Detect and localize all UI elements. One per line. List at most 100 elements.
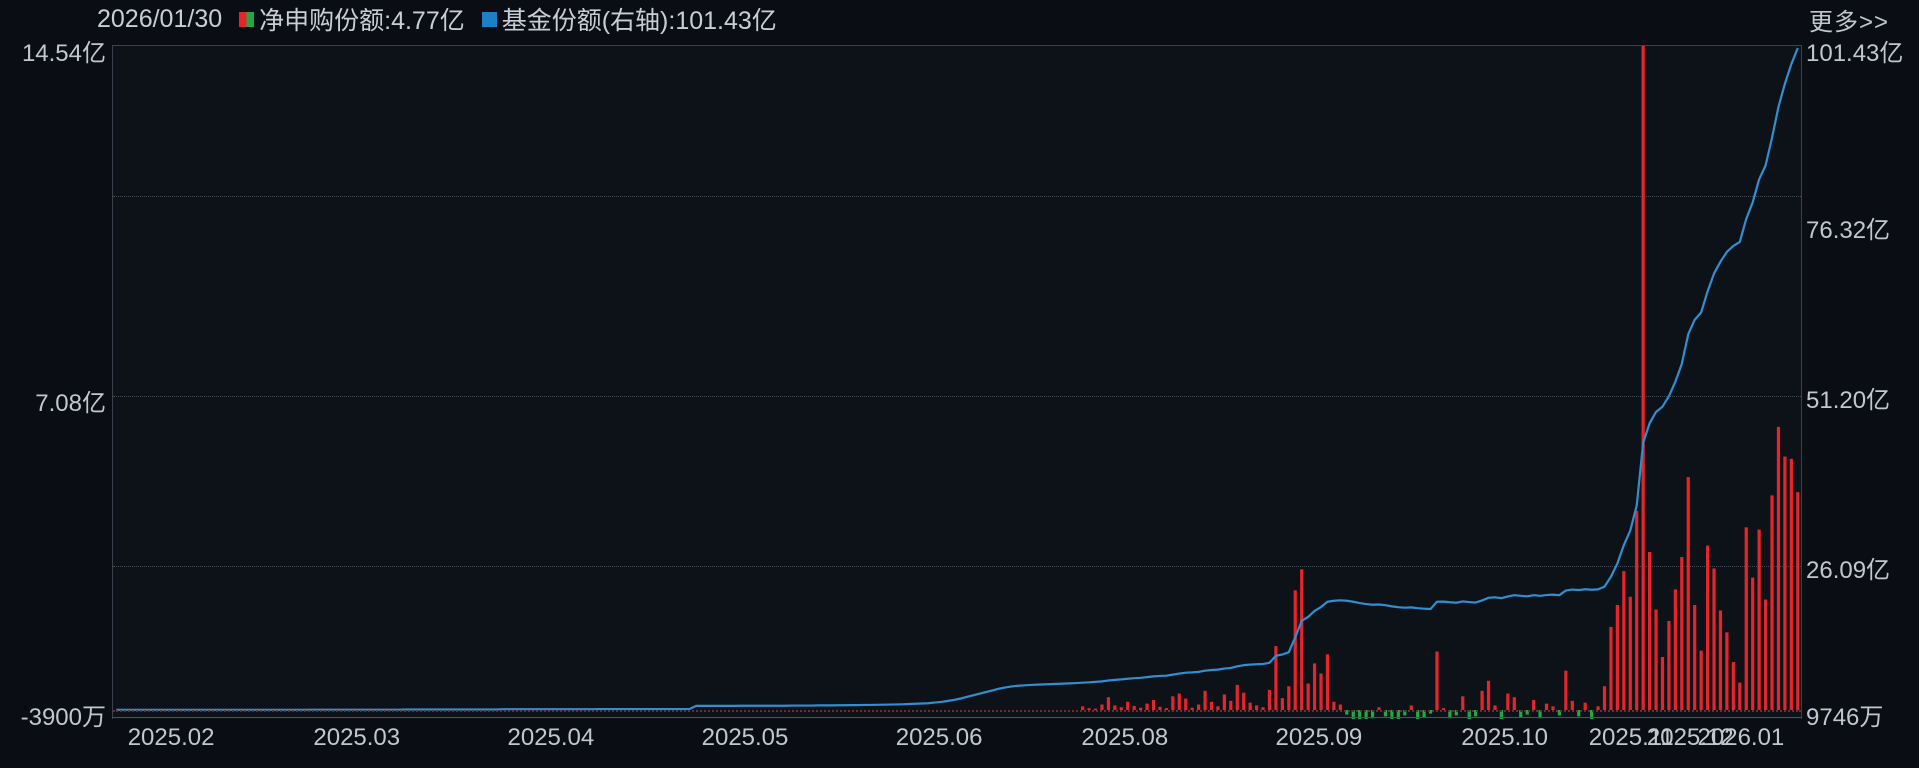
bar-181 <box>1280 698 1284 710</box>
bar-255 <box>1757 529 1761 710</box>
bar-224 <box>1557 710 1561 716</box>
legend-item-net-subscription[interactable]: 净申购份额:4.77亿 <box>239 1 465 37</box>
zero-baseline <box>113 710 1801 712</box>
bar-212 <box>1480 690 1484 710</box>
bar-176 <box>1248 702 1252 710</box>
bar-222 <box>1544 703 1549 710</box>
bar-183 <box>1293 590 1297 710</box>
bar-157 <box>1126 701 1130 710</box>
legend-item-fund-shares[interactable]: 基金份额(右轴):101.43亿 <box>481 1 777 37</box>
x-axis-tick-3: 2025.05 <box>701 724 789 751</box>
bar-230 <box>1596 706 1600 710</box>
chart-header: 2026/01/30 净申购份额:4.77亿 基金份额(右轴):101.43亿 … <box>0 0 1919 37</box>
legend-label-fund-shares: 基金份额(右轴):101.43亿 <box>501 7 777 35</box>
bar-200 <box>1403 710 1407 716</box>
bar-166 <box>1184 698 1188 710</box>
bar-159 <box>1139 707 1143 710</box>
bar-177 <box>1254 705 1259 710</box>
bar-232 <box>1609 626 1613 710</box>
bar-231 <box>1602 686 1607 710</box>
bar-192 <box>1351 710 1355 719</box>
bar-184 <box>1300 569 1304 710</box>
bar-240 <box>1660 657 1665 710</box>
bar-172 <box>1222 694 1226 710</box>
bar-223 <box>1551 706 1555 710</box>
bar-256 <box>1763 599 1768 710</box>
bar-247 <box>1705 545 1710 710</box>
bar-173 <box>1229 700 1233 710</box>
more-link[interactable]: 更多>> <box>1808 9 1889 36</box>
legend-swatch-fund-shares-icon <box>481 11 497 27</box>
bar-214 <box>1493 705 1497 710</box>
bar-189 <box>1332 701 1336 710</box>
bar-151 <box>1087 708 1091 710</box>
bar-186 <box>1312 663 1317 710</box>
x-axis-tick-2: 2025.04 <box>507 724 595 751</box>
bar-185 <box>1306 683 1310 710</box>
bar-198 <box>1390 710 1394 719</box>
bar-227 <box>1577 710 1581 717</box>
bar-160 <box>1145 703 1149 710</box>
bar-170 <box>1209 701 1214 710</box>
bar-162 <box>1158 706 1162 710</box>
y-right-tick-2: 51.20亿 <box>1806 387 1891 414</box>
bar-258 <box>1776 426 1781 710</box>
bar-217 <box>1512 697 1516 710</box>
bar-175 <box>1242 692 1246 710</box>
bar-243 <box>1680 557 1684 710</box>
bar-219 <box>1525 710 1529 715</box>
x-axis-tick-10: 2026.01 <box>1697 724 1785 751</box>
y-right-tick-1: 76.32亿 <box>1806 217 1891 244</box>
chart-legend: 2026/01/30 净申购份额:4.77亿 基金份额(右轴):101.43亿 <box>97 1 777 37</box>
bar-260 <box>1789 458 1793 710</box>
bar-155 <box>1113 705 1117 710</box>
bar-225 <box>1564 670 1568 710</box>
bar-235 <box>1628 596 1632 710</box>
bar-253 <box>1744 527 1748 710</box>
x-axis-tick-0: 2025.02 <box>127 724 215 751</box>
bar-187 <box>1319 673 1323 710</box>
bar-211 <box>1474 710 1478 717</box>
bar-188 <box>1325 654 1330 710</box>
bar-216 <box>1506 693 1510 710</box>
bar-210 <box>1467 710 1471 719</box>
bar-236 <box>1635 510 1639 710</box>
bar-254 <box>1751 577 1755 710</box>
bar-series <box>1081 46 1800 719</box>
x-axis-tick-4: 2025.06 <box>895 724 983 751</box>
x-axis-tick-7: 2025.10 <box>1461 724 1548 751</box>
bar-169 <box>1203 690 1207 710</box>
bar-215 <box>1499 710 1504 719</box>
bar-239 <box>1654 609 1658 710</box>
bar-156 <box>1119 707 1123 710</box>
y-left-tick-1: 7.08亿 <box>35 390 106 417</box>
bar-221 <box>1538 710 1542 719</box>
bar-178 <box>1261 707 1265 710</box>
bar-179 <box>1267 689 1272 710</box>
bar-161 <box>1151 699 1156 710</box>
x-axis-tick-5: 2025.08 <box>1081 724 1169 751</box>
legend-label-net-subscription: 净申购份额:4.77亿 <box>259 7 465 35</box>
bar-171 <box>1216 706 1220 710</box>
bar-213 <box>1486 680 1491 710</box>
bar-201 <box>1409 705 1413 710</box>
bar-193 <box>1358 710 1362 719</box>
bar-237 <box>1641 46 1645 710</box>
bar-163 <box>1164 708 1168 710</box>
bar-150 <box>1081 706 1085 710</box>
bar-257 <box>1770 495 1774 710</box>
x-axis-tick-8: 2025.11 <box>1588 724 1674 751</box>
bar-191 <box>1345 710 1349 715</box>
bar-196 <box>1377 707 1381 710</box>
y-right-tick-3: 26.09亿 <box>1806 557 1891 584</box>
bar-245 <box>1693 604 1697 710</box>
x-axis-tick-1: 2025.03 <box>313 724 401 751</box>
series-canvas <box>116 46 1800 719</box>
y-left-tick-2: -3900万 <box>20 704 106 731</box>
bar-190 <box>1338 704 1342 710</box>
bar-229 <box>1590 710 1594 719</box>
bar-174 <box>1235 684 1239 710</box>
y-left-tick-0: 14.54亿 <box>21 40 106 67</box>
bar-202 <box>1416 710 1420 719</box>
